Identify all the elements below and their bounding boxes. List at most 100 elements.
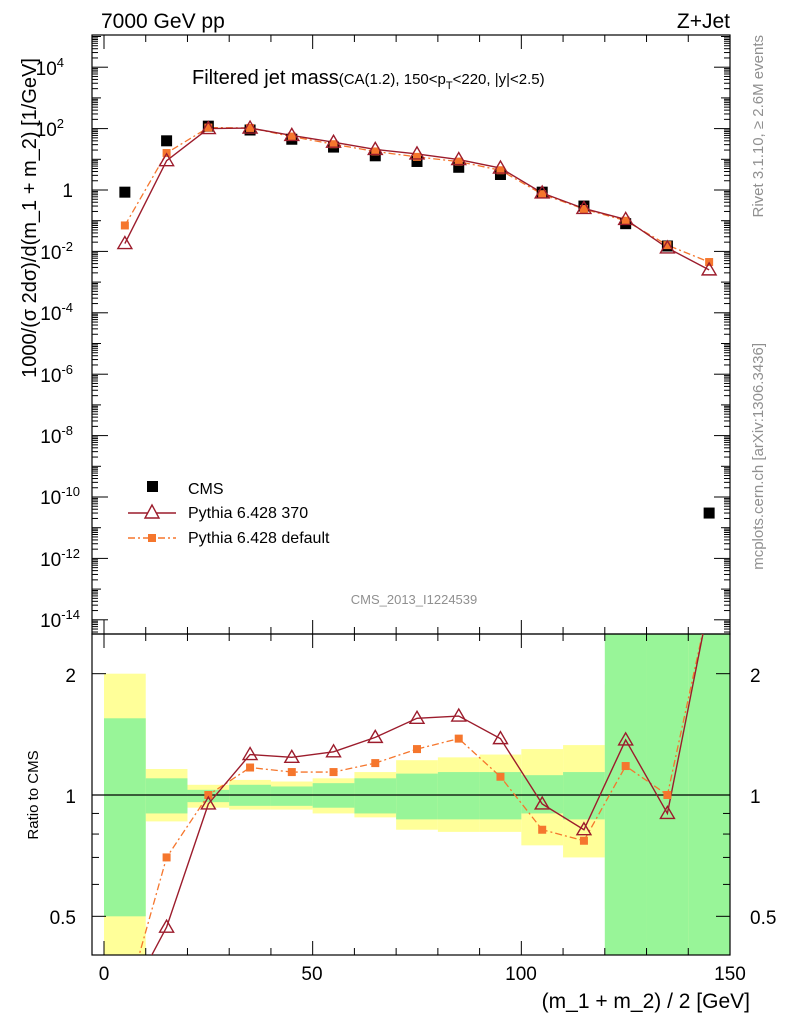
mcplots-label: mcplots.cern.ch [arXiv:1306.3436]	[750, 343, 767, 570]
ratio-band-inner	[563, 772, 605, 820]
plot-title-sub-t: T	[446, 80, 453, 92]
legend: CMS Pythia 6.428 370 Pythia 6.428 defaul…	[128, 481, 330, 547]
pythia-default-point	[413, 152, 421, 161]
ratio-pythia-default-point	[579, 836, 588, 845]
pythia-370-point	[492, 159, 509, 174]
ratio-pythia-default-point	[454, 734, 463, 743]
pythia-370-point	[408, 145, 426, 160]
ratio-pythia-default-point	[329, 768, 338, 777]
y-tick-1e-8: 10-8	[40, 423, 73, 448]
ratio-pythia-370-point	[367, 728, 384, 744]
x-tick-150: 150	[714, 964, 746, 985]
ratio-pythia-370-point	[492, 730, 509, 745]
ratio-pythia-default-point	[538, 825, 547, 834]
x-tick-labels: 0 50 100 150	[99, 964, 746, 985]
ratio-y-ticks	[92, 673, 730, 917]
legend-cms-marker	[147, 481, 158, 492]
y-tick-1e-4: 10-4	[40, 300, 73, 325]
ratio-band-inner	[354, 778, 397, 814]
pythia-370-point	[450, 151, 467, 166]
ratio-band-inner	[396, 773, 438, 820]
y-tick-1e-14: 10-14	[40, 607, 80, 632]
ratio-tick-2-right: 2	[750, 666, 761, 687]
pythia-default-point	[204, 123, 213, 132]
pythia-370-point	[533, 184, 551, 199]
pythia-default-point	[663, 241, 672, 250]
ratio-band-inner	[437, 772, 480, 820]
ratio-pythia-370-point	[617, 731, 634, 746]
ratio-pythia-default-point	[663, 791, 672, 799]
ratio-uncertainty-bands	[92, 634, 730, 955]
pythia-default-point	[579, 205, 588, 214]
pythia-370-point	[200, 120, 217, 135]
pythia-370-point	[283, 127, 301, 142]
legend-cms-label: CMS	[188, 481, 224, 498]
cms-point	[161, 135, 173, 147]
x-ticks	[103, 35, 731, 955]
ratio-pythia-370-point	[659, 805, 676, 820]
pythia-default-point	[454, 157, 463, 166]
cms-point	[453, 161, 465, 173]
pythia-370-point	[575, 200, 593, 215]
pythia-default-point	[538, 190, 547, 199]
ratio-band-inner	[270, 786, 313, 806]
ratio-data-marks	[118, 599, 713, 1011]
pythia-default-point	[246, 123, 255, 132]
y-axis-label-main: 1000/(σ 2dσ)/d(m_1 + m_2) [1/GeV]	[19, 58, 41, 378]
main-data-marks	[116, 119, 718, 519]
ratio-pythia-370-line	[151, 634, 704, 955]
ratio-band-inner	[104, 718, 146, 917]
cms-point	[703, 507, 715, 519]
pythia-default-point	[120, 221, 129, 230]
y-tick-1e-10: 10-10	[40, 484, 80, 509]
cms-point	[119, 186, 131, 198]
legend-py370-marker	[143, 503, 161, 519]
ratio-y-tick-labels: 2 1 0.5 2 1 0.5	[50, 666, 777, 929]
x-axis-label: (m_1 + m_2) / 2 [GeV]	[542, 990, 750, 1013]
pythia-default-point	[287, 132, 296, 141]
main-y-tick-labels: 104 102 1 10-2 10-4 10-6 10-8 10-10 10-1…	[36, 55, 80, 632]
ratio-pythia-370-point	[241, 746, 259, 761]
ratio-band-inner	[688, 634, 730, 955]
cms-point	[494, 168, 506, 180]
pythia-370-point	[367, 141, 384, 156]
x-tick-100: 100	[505, 964, 537, 985]
ratio-pythia-default-point	[121, 1002, 129, 1010]
y-tick-1e0: 1	[62, 181, 73, 202]
plot-title: Filtered jet mass(CA(1.2), 150<pT<220, |…	[192, 67, 545, 92]
legend-py370-label: Pythia 6.428 370	[188, 505, 308, 522]
ratio-pythia-370-point	[450, 707, 467, 722]
ratio-pythia-370-point	[325, 743, 342, 758]
rivet-label: Rivet 3.1.10, ≥ 2.6M events	[750, 35, 767, 218]
energy-label: 7000 GeV pp	[101, 10, 225, 33]
ratio-pythia-default-point	[204, 791, 213, 799]
x-tick-50: 50	[301, 964, 322, 985]
ratio-pythia-370-point	[200, 795, 217, 810]
ratio-pythia-370-point	[118, 999, 132, 1011]
y-tick-1e-12: 10-12	[40, 546, 80, 571]
pythia-370-point	[325, 133, 342, 148]
ratio-pythia-default-point	[287, 768, 296, 777]
ratio-pythia-370-point	[158, 918, 175, 933]
ratio-pythia-default-point	[705, 599, 713, 607]
ratio-pythia-default-point	[621, 762, 630, 771]
cms-point	[369, 150, 381, 162]
ratio-pythia-370-point	[408, 709, 426, 724]
ratio-band-inner	[604, 634, 647, 955]
y-tick-1e-6: 10-6	[40, 362, 73, 387]
plot-title-sub-b: <220, |y|<2.5)	[453, 71, 545, 88]
ratio-tick-05-left: 0.5	[50, 908, 76, 929]
plot-title-main: Filtered jet mass	[192, 67, 339, 89]
pythia-370-point	[158, 152, 175, 167]
pythia-370-point	[700, 261, 718, 276]
plot-title-sub-a: (CA(1.2), 150<p	[339, 71, 446, 88]
ratio-pythia-default-point	[496, 772, 505, 781]
legend-pydef-marker	[148, 534, 156, 542]
ratio-band-inner	[145, 778, 188, 814]
y-tick-1e-2: 10-2	[40, 239, 73, 264]
ratio-pythia-default-point	[413, 745, 421, 754]
ratio-pythia-default-point	[371, 759, 380, 768]
ratio-pythia-370-point	[533, 795, 551, 810]
pythia-default-point	[329, 140, 338, 149]
